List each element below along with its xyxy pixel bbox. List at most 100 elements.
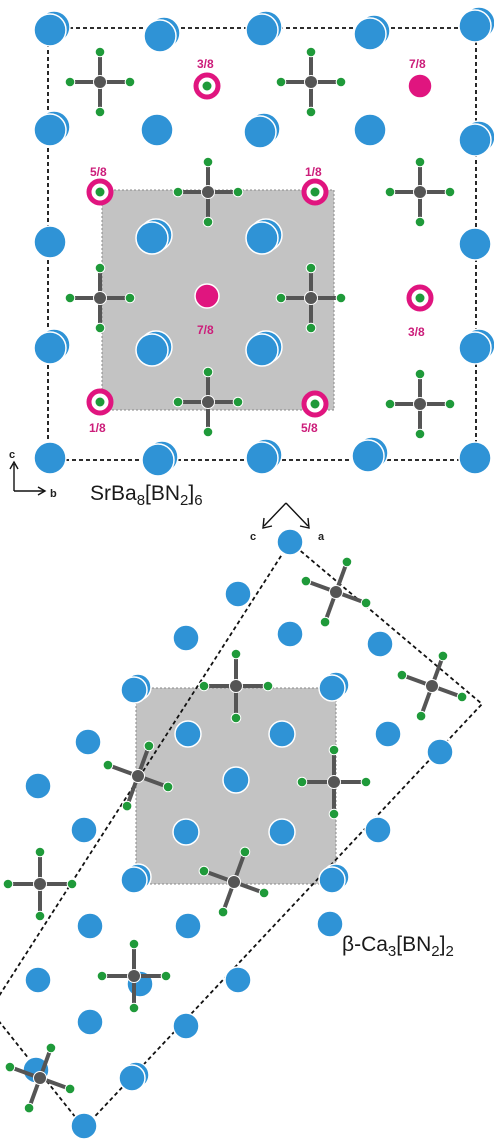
heavy-atom xyxy=(143,16,181,53)
boron-atom xyxy=(229,679,243,693)
boron-atom xyxy=(327,775,341,789)
nitrogen-atom xyxy=(172,396,184,408)
heavy-atom xyxy=(70,1112,98,1140)
nitrogen-atom xyxy=(232,396,244,408)
nitrogen-atom xyxy=(396,669,408,681)
heavy-atom xyxy=(135,218,173,255)
boron-atom xyxy=(127,969,141,983)
nitrogen-atom xyxy=(437,650,449,662)
heavy-atom xyxy=(120,673,152,704)
bn2-unit xyxy=(198,648,274,724)
nitrogen-atom xyxy=(64,292,76,304)
boron-atom xyxy=(93,75,107,89)
nitrogen-atom xyxy=(96,970,108,982)
boron-atom xyxy=(304,291,318,305)
heavy-atom xyxy=(364,816,392,844)
nitrogen-atom xyxy=(384,398,396,410)
boron-atom xyxy=(33,877,47,891)
nitrogen-atom xyxy=(34,910,46,922)
bottom-heavy-atoms xyxy=(22,528,454,1140)
heavy-atom xyxy=(70,816,98,844)
heavy-atom xyxy=(141,440,179,477)
heavy-atom xyxy=(458,328,494,365)
heavy-atom xyxy=(224,580,252,608)
highlight-ring-atom xyxy=(301,178,329,206)
nitrogen-atom xyxy=(94,46,106,58)
heavy-atom xyxy=(33,225,67,259)
highlight-atom xyxy=(194,283,220,309)
heavy-atom xyxy=(243,112,281,149)
nitrogen-atom xyxy=(66,878,78,890)
heavy-atom xyxy=(24,966,52,994)
nitrogen-atom xyxy=(258,887,270,899)
heavy-atom xyxy=(318,863,350,894)
nitrogen-atom xyxy=(217,906,229,918)
heavy-atom xyxy=(172,624,200,652)
nitrogen-atom xyxy=(64,1083,76,1095)
bn2-unit xyxy=(172,156,244,228)
heavy-atom xyxy=(174,720,202,748)
heavy-atom xyxy=(276,528,304,556)
highlight-atom xyxy=(407,73,433,99)
fraction-label: 5/8 xyxy=(90,165,107,179)
heavy-atom xyxy=(268,720,296,748)
nitrogen-atom xyxy=(328,808,340,820)
nitrogen-atom xyxy=(230,648,242,660)
heavy-atom xyxy=(120,863,152,894)
nitrogen-atom xyxy=(275,76,287,88)
fraction-label: 7/8 xyxy=(409,57,426,71)
heavy-atom xyxy=(245,218,283,255)
nitrogen-atom xyxy=(160,970,172,982)
fraction-label: 7/8 xyxy=(197,323,214,337)
bn2-unit xyxy=(296,744,372,820)
heavy-atom xyxy=(76,912,104,940)
axis-label-c: c xyxy=(9,449,15,461)
fraction-label: 3/8 xyxy=(197,57,214,71)
bn2-unit xyxy=(384,368,456,440)
nitrogen-atom xyxy=(202,216,214,228)
boron-atom xyxy=(329,585,343,599)
heavy-atom xyxy=(426,738,454,766)
nitrogen-atom xyxy=(202,426,214,438)
nitrogen-atom xyxy=(414,156,426,168)
heavy-atom xyxy=(33,441,67,475)
axis-label-a: a xyxy=(318,531,325,543)
fraction-label: 1/8 xyxy=(89,421,106,435)
bottom-axes-indicator xyxy=(262,502,310,529)
bn2-unit xyxy=(384,156,456,228)
nitrogen-atom xyxy=(444,186,456,198)
nitrogen-atom xyxy=(414,368,426,380)
heavy-atom xyxy=(118,1061,150,1092)
nitrogen-atom xyxy=(360,597,372,609)
highlight-ring-atom xyxy=(301,390,329,418)
heavy-atom xyxy=(458,120,494,157)
heavy-atom xyxy=(245,330,283,367)
heavy-atom xyxy=(33,328,71,365)
heavy-atom xyxy=(245,438,283,475)
nitrogen-atom xyxy=(456,691,468,703)
nitrogen-atom xyxy=(444,398,456,410)
nitrogen-atom xyxy=(305,322,317,334)
bn2-unit xyxy=(172,366,244,438)
boron-atom xyxy=(425,679,439,693)
bn2-unit xyxy=(96,938,172,1014)
nitrogen-atom xyxy=(335,76,347,88)
nitrogen-atom xyxy=(232,186,244,198)
fraction-label: 1/8 xyxy=(305,165,322,179)
nitrogen-atom xyxy=(128,938,140,950)
highlight-ring-atom xyxy=(86,388,114,416)
bn2-unit xyxy=(64,46,136,118)
top-formula: SrBa8[BN2]6 xyxy=(90,482,203,509)
nitrogen-atom xyxy=(275,292,287,304)
nitrogen-atom xyxy=(414,216,426,228)
bn2-unit xyxy=(300,556,372,628)
fraction-label: 5/8 xyxy=(301,421,318,435)
heavy-atom xyxy=(135,330,173,367)
nitrogen-atom xyxy=(202,366,214,378)
nitrogen-atom xyxy=(305,262,317,274)
heavy-atom xyxy=(33,10,71,47)
nitrogen-atom xyxy=(121,800,133,812)
top-axes-indicator xyxy=(9,460,47,496)
heavy-atom xyxy=(140,113,174,147)
heavy-atom xyxy=(224,966,252,994)
